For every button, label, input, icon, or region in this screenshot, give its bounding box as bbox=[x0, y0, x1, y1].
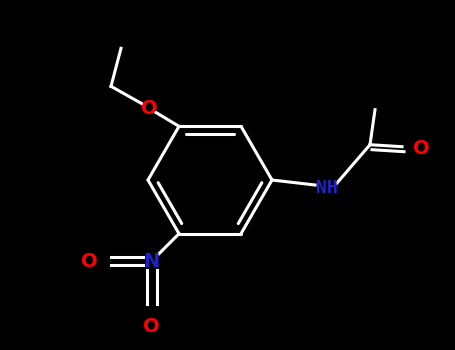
Text: N: N bbox=[143, 252, 159, 271]
Text: O: O bbox=[413, 139, 430, 158]
Text: O: O bbox=[81, 252, 98, 271]
Text: O: O bbox=[141, 99, 157, 118]
Text: O: O bbox=[143, 317, 159, 336]
Text: NH: NH bbox=[316, 179, 338, 197]
